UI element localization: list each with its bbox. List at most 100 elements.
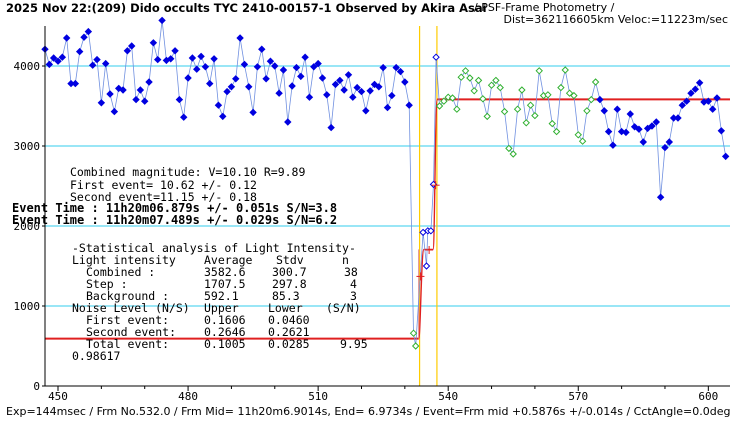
data-point — [591, 78, 600, 86]
data-point — [331, 80, 340, 89]
data-point — [401, 78, 409, 86]
data-point — [500, 107, 509, 116]
data-point — [318, 74, 327, 82]
stats-title: -Statistical analysis of Light Intensity… — [72, 241, 356, 255]
stats-value: 1707.5 — [204, 277, 246, 291]
data-point — [336, 76, 344, 85]
data-point — [656, 193, 665, 201]
data-point — [136, 86, 145, 94]
data-point — [292, 63, 301, 72]
data-point — [548, 119, 556, 128]
data-point — [492, 76, 500, 85]
data-point — [509, 150, 517, 158]
data-point — [609, 141, 617, 149]
data-point — [279, 66, 288, 74]
chart-title: 2025 Nov 22:(209) Dido occults TYC 2410-… — [6, 1, 487, 15]
data-point — [704, 97, 713, 105]
data-point — [323, 91, 331, 99]
data-point — [258, 45, 266, 53]
x-tick-label: 480 — [178, 390, 198, 403]
stats-row-label: Step : — [86, 277, 128, 291]
stats-value: 3582.6 — [204, 265, 246, 279]
stats-value: 3 — [350, 289, 357, 303]
data-point — [639, 138, 647, 146]
data-point — [695, 79, 704, 87]
data-point — [383, 103, 392, 112]
data-point — [71, 79, 80, 88]
info-text: Combined magnitude: V=10.10 R=9.89First … — [12, 165, 368, 363]
data-point — [119, 86, 127, 94]
noise-row-label: Total event: — [86, 337, 169, 351]
noise-header: Upper — [204, 301, 239, 315]
y-tick-label: 4000 — [14, 60, 41, 73]
data-point — [578, 137, 587, 145]
data-point — [175, 95, 184, 104]
data-point — [526, 101, 535, 109]
data-point — [461, 67, 470, 75]
data-point — [604, 127, 613, 136]
y-tick-label: 0 — [33, 380, 40, 393]
data-point — [470, 87, 478, 95]
data-point — [101, 59, 110, 68]
data-point — [58, 53, 67, 61]
data-point — [93, 55, 101, 64]
data-point — [232, 75, 240, 83]
data-point — [687, 89, 695, 97]
x-tick-label: 510 — [308, 390, 328, 403]
y-tick-label: 3000 — [14, 140, 41, 153]
data-point — [626, 110, 634, 118]
data-point — [97, 99, 106, 107]
data-point — [396, 67, 405, 76]
data-point — [717, 127, 726, 135]
data-point — [353, 83, 361, 92]
data-point — [622, 128, 630, 137]
data-point — [574, 131, 582, 139]
noise-value: 0.0460 — [268, 313, 310, 327]
data-point — [643, 124, 652, 133]
data-point — [114, 84, 123, 93]
stats-row-label: Background : — [86, 289, 169, 303]
data-point — [262, 75, 270, 83]
data-point — [145, 78, 153, 86]
data-point — [518, 86, 526, 94]
data-point — [379, 63, 387, 72]
data-point — [357, 87, 366, 96]
data-point — [483, 112, 491, 121]
data-point — [487, 81, 496, 89]
data-point — [305, 93, 314, 101]
data-point — [210, 55, 218, 63]
data-point — [219, 112, 227, 121]
data-point — [513, 105, 522, 113]
data-point — [253, 63, 262, 71]
data-point — [522, 119, 530, 127]
x-tick-label: 570 — [568, 390, 588, 403]
data-point — [713, 94, 721, 102]
x-tick-label: 540 — [438, 390, 458, 403]
data-point — [405, 101, 413, 109]
extra-value: 0.98617 — [72, 349, 121, 363]
data-point — [648, 122, 656, 130]
data-point — [479, 95, 487, 103]
y-tick-label: 2000 — [14, 220, 41, 233]
noise-value: 0.1606 — [204, 313, 246, 327]
data-point — [180, 113, 188, 121]
noise-header: (S/N) — [326, 301, 361, 315]
noise-row-label: Second event: — [86, 325, 176, 339]
data-point — [708, 105, 717, 113]
data-point — [505, 144, 513, 153]
data-point — [370, 80, 379, 89]
noise-value: 0.1005 — [204, 337, 246, 351]
first-event-mag: First event= 10.62 +/- 0.12 — [70, 178, 257, 192]
data-point — [349, 93, 357, 101]
data-point — [557, 83, 565, 92]
data-point — [411, 342, 420, 350]
data-point — [596, 95, 604, 104]
data-point — [141, 97, 149, 105]
noise-row-label: First event: — [86, 313, 169, 327]
x-tick-label: 600 — [698, 390, 718, 403]
data-point — [327, 123, 335, 132]
data-point — [249, 108, 257, 117]
stats-header: Average — [204, 253, 253, 267]
